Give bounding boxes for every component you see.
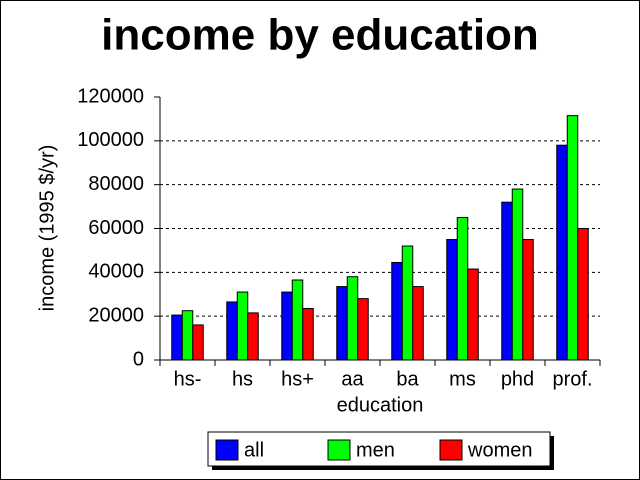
legend-swatch: [439, 439, 463, 461]
bar: [401, 245, 414, 361]
bar: [357, 298, 369, 361]
bar: [247, 312, 259, 361]
x-tick-label: aa: [341, 368, 364, 390]
bar: [511, 188, 524, 361]
bar: [566, 115, 579, 361]
y-axis-title: income (1995 $/yr): [36, 145, 58, 312]
y-tick-label: 60000: [88, 217, 144, 239]
bar: [522, 238, 534, 361]
legend: [207, 431, 551, 467]
bar: [577, 228, 589, 361]
bar: [281, 291, 293, 361]
bar: [226, 301, 238, 361]
bar: [346, 276, 359, 361]
bar: [556, 144, 568, 361]
x-tick-label: hs-: [174, 368, 202, 390]
y-tick-label: 80000: [88, 173, 144, 195]
y-tick-label: 0: [133, 348, 144, 370]
bar: [291, 279, 304, 361]
bar: [446, 238, 458, 361]
bar: [412, 286, 424, 361]
bar: [192, 324, 204, 361]
legend-label: all: [244, 439, 264, 461]
legend-swatch: [327, 439, 351, 461]
bar: [171, 314, 183, 361]
y-tick-label: 40000: [88, 261, 144, 283]
x-tick-label: ms: [449, 368, 476, 390]
bar: [391, 261, 403, 361]
x-tick-label: hs+: [281, 368, 314, 390]
y-tick-label: 20000: [88, 304, 144, 326]
bar: [336, 286, 348, 361]
bar: [302, 307, 314, 361]
x-tick-label: prof.: [552, 368, 592, 390]
chart-title: income by education: [101, 11, 539, 60]
x-axis-title: education: [337, 394, 424, 416]
legend-label: women: [467, 439, 532, 461]
x-tick-label: ba: [396, 368, 419, 390]
bar: [181, 310, 194, 361]
bar: [456, 217, 469, 361]
bar: [501, 201, 513, 361]
legend-swatch: [215, 439, 239, 461]
bar: [236, 291, 249, 361]
x-tick-label: hs: [232, 368, 253, 390]
legend-label: men: [356, 439, 395, 461]
bar: [467, 268, 479, 361]
y-tick-label: 120000: [77, 85, 144, 107]
x-tick-label: phd: [501, 368, 534, 390]
y-tick-label: 100000: [77, 129, 144, 151]
